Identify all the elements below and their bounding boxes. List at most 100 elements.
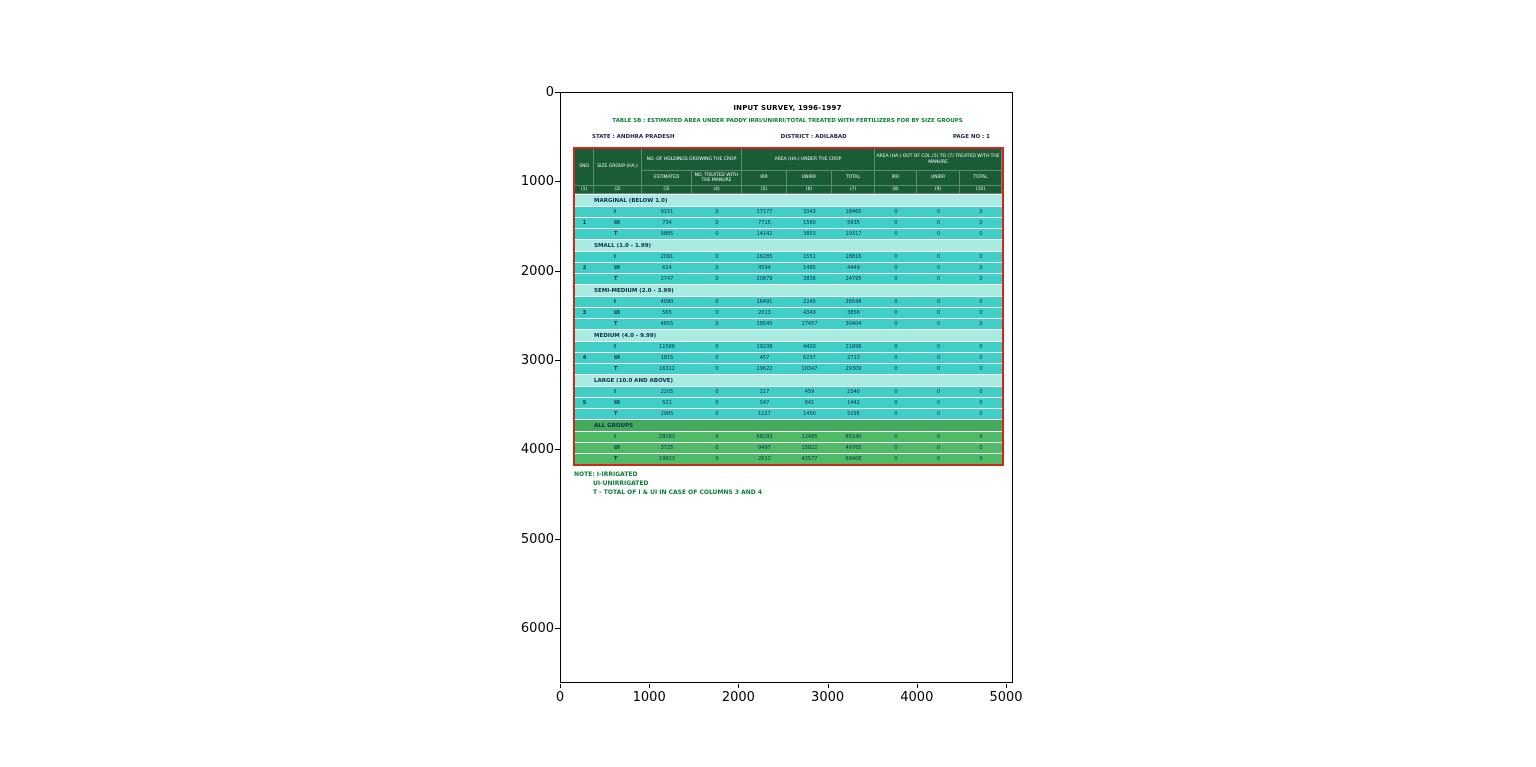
sno-cell xyxy=(575,274,594,284)
row-type-label: I xyxy=(614,209,616,215)
x-tick-label: 4000 xyxy=(900,690,934,705)
sno-cell xyxy=(575,240,594,251)
table-cell: 0 xyxy=(894,299,898,305)
table-cell: 2747 xyxy=(660,276,674,282)
statistics-table: SNO SIZE GROUP (HA.) NO. OF HOLDINGS GROWI… xyxy=(573,147,1004,466)
table-cell: 3343 xyxy=(803,209,816,215)
header-column-number: (3) xyxy=(642,186,692,194)
table-cell: 0 xyxy=(715,434,719,440)
row-type-label: I xyxy=(614,389,616,395)
table-cell: 0 xyxy=(979,389,983,395)
sno-cell xyxy=(575,420,594,431)
size-group-label: MEDIUM (4.0 - 9.99) xyxy=(594,332,657,339)
table-notes: NOTE: I-IRRIGATED UI-UNIRRIGATED T - TOTAL… xyxy=(574,470,762,497)
table-cell: 0 xyxy=(979,220,983,226)
header-subcell: TOTAL xyxy=(960,171,1002,186)
table-cell: 1227 xyxy=(758,411,771,417)
size-group-label: ALL GROUPS xyxy=(594,422,634,429)
table-cell: 0 xyxy=(936,355,941,361)
table-cell: 11586 xyxy=(659,344,675,350)
header-cell: NO. OF HOLDINGS GROWING THE CROP xyxy=(642,149,742,171)
sno-cell xyxy=(575,195,594,206)
table-cell: 459 xyxy=(804,389,815,395)
table-cell: 9151 xyxy=(660,209,674,215)
table-cell: 0 xyxy=(979,411,983,417)
table-cell: 29309 xyxy=(845,366,862,372)
table-cell: 4420 xyxy=(803,344,816,350)
table-cell: 0 xyxy=(936,344,941,350)
table-cell: 0 xyxy=(979,366,983,372)
sno-cell xyxy=(575,285,594,296)
table-cell: 26548 xyxy=(845,299,862,305)
header-column-number: (7) xyxy=(832,186,875,194)
table-cell: 3853 xyxy=(803,231,816,237)
table-cell: 0 xyxy=(894,355,898,361)
row-type-label: T xyxy=(614,411,618,417)
table-cell: 2013 xyxy=(758,310,771,316)
table-cell: 0 xyxy=(979,445,983,451)
x-tick-mark xyxy=(560,684,561,688)
table-cell: 2340 xyxy=(847,389,860,395)
table-cell: 0 xyxy=(936,321,941,327)
size-group-label: MARGINAL (BELOW 1.0) xyxy=(594,197,668,204)
table-cell: 3856 xyxy=(847,310,860,316)
table-row: T 19623 0 2612 42577 69408 0 0 0 xyxy=(575,453,1002,464)
table-cell: 69408 xyxy=(845,456,862,462)
table-cell: 17457 xyxy=(801,321,818,327)
table-cell: 0 xyxy=(894,445,898,451)
header-subcell: ESTIMATED xyxy=(642,171,692,186)
sno-cell xyxy=(575,443,594,453)
table-cell: 0 xyxy=(894,265,898,271)
document-title: INPUT SURVEY, 1996-1997 xyxy=(733,104,842,112)
table-cell: 16285 xyxy=(756,254,773,260)
size-group-section: MARGINAL (BELOW 1.0) I 9151 0 17177 3343 18465… xyxy=(575,194,1002,239)
table-cell: 0 xyxy=(979,209,983,215)
table-cell: 0 xyxy=(936,209,941,215)
header-column-number: (8) xyxy=(875,186,917,194)
table-cell: 841 xyxy=(804,400,815,406)
table-cell: 0 xyxy=(715,265,719,271)
table-cell: 19622 xyxy=(756,366,773,372)
table-cell: 0 xyxy=(715,299,719,305)
table-cell: 0 xyxy=(979,400,983,406)
sno-cell: 2 xyxy=(582,265,587,271)
table-cell: 19623 xyxy=(659,456,675,462)
table-cell: 0 xyxy=(894,209,898,215)
table-cell: 4655 xyxy=(660,321,674,327)
table-cell: 1485 xyxy=(803,265,816,271)
table-cell: 15822 xyxy=(801,445,818,451)
sno-cell: 1 xyxy=(582,220,587,226)
table-row: I 2091 0 16285 1551 18816 0 0 0 xyxy=(575,251,1002,262)
table-row: T 2985 0 1227 1450 5295 0 0 0 xyxy=(575,408,1002,419)
table-row: I 29183 0 68293 12485 85140 0 0 0 xyxy=(575,431,1002,442)
y-tick-mark xyxy=(555,181,560,183)
table-cell: 1560 xyxy=(803,220,816,226)
x-tick-mark xyxy=(738,684,740,688)
table-cell: 0 xyxy=(715,276,719,282)
table-cell: 547 xyxy=(759,400,770,406)
y-tick-label: 0 xyxy=(545,85,554,100)
table-cell: 0 xyxy=(979,254,983,260)
header-column-number: (2) xyxy=(594,186,642,194)
header-subcell: IRR xyxy=(742,171,787,186)
row-type-label: UI xyxy=(614,220,620,226)
table-cell: 18465 xyxy=(845,209,862,215)
table-cell: 30404 xyxy=(845,321,862,327)
table-cell: 49765 xyxy=(845,445,862,451)
table-cell: 0 xyxy=(894,231,898,237)
x-tick-label: 3000 xyxy=(811,690,845,705)
table-cell: 0 xyxy=(936,265,941,271)
table-cell: 24795 xyxy=(845,276,862,282)
size-group-label: SEMI-MEDIUM (2.0 - 3.99) xyxy=(594,287,674,294)
table-row: T 16312 0 19622 10347 29309 0 0 0 xyxy=(575,363,1002,374)
table-cell: 4449 xyxy=(847,265,860,271)
table-cell: 29183 xyxy=(659,434,675,440)
header-column-number: (5) xyxy=(742,186,787,194)
header-subcell: NO. TREATED WITH THE MANURE xyxy=(692,171,742,186)
table-cell: 0 xyxy=(979,321,983,327)
sno-cell xyxy=(575,387,594,397)
table-cell: 0 xyxy=(979,344,983,350)
table-cell: 16491 xyxy=(756,299,773,305)
header-column-number: (4) xyxy=(692,186,742,194)
table-cell: 0 xyxy=(715,389,719,395)
